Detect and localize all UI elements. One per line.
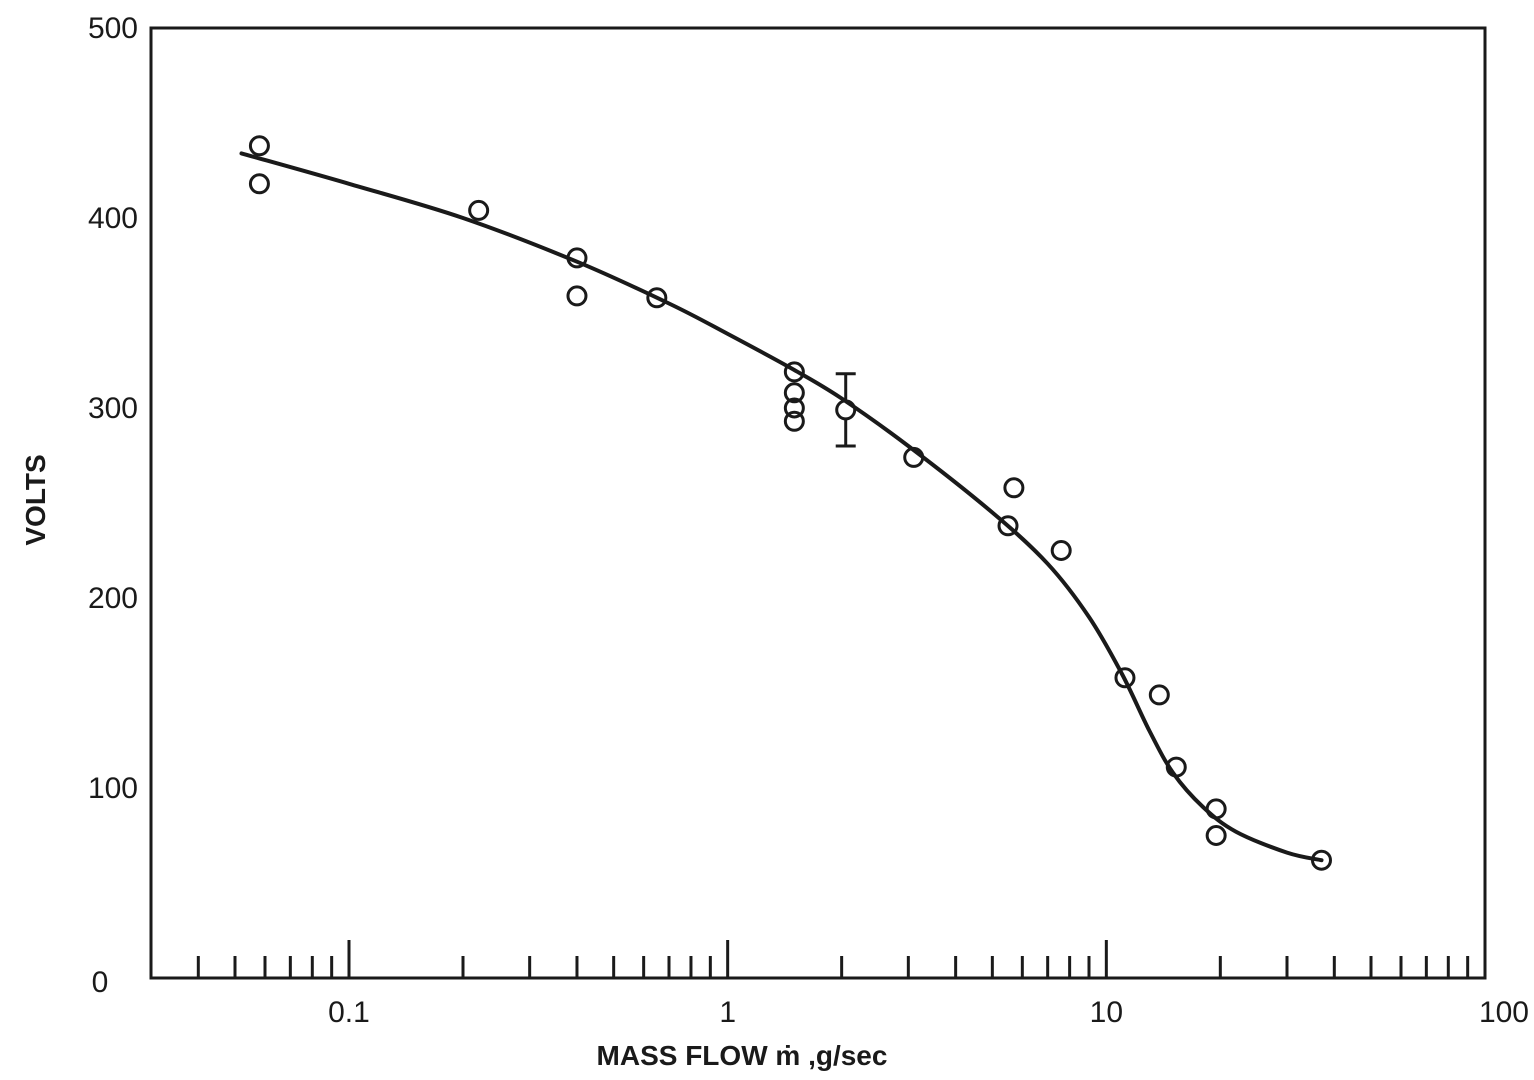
data-point xyxy=(566,285,588,307)
x-tick-label: 100 xyxy=(1479,996,1529,1029)
y-tick-label: 0 xyxy=(92,966,109,999)
data-point xyxy=(997,515,1019,537)
x-tick-labels: 0.1 1 10 100 xyxy=(328,996,1529,1029)
y-tick-label: 200 xyxy=(88,582,138,615)
y-tick-labels: 0 100 200 300 400 500 xyxy=(88,12,138,999)
data-point xyxy=(1003,477,1025,499)
data-point xyxy=(1148,684,1170,706)
y-tick-label: 100 xyxy=(88,772,138,805)
x-tick-label: 10 xyxy=(1090,996,1123,1029)
data-point xyxy=(783,382,805,404)
x-tick-label: 0.1 xyxy=(328,996,370,1029)
data-point xyxy=(783,410,805,432)
error-bars xyxy=(835,372,856,448)
data-point xyxy=(248,173,270,195)
plot-frame xyxy=(149,26,1487,980)
data-points xyxy=(248,135,1332,871)
x-minor-ticks xyxy=(196,956,1470,978)
data-point xyxy=(835,399,857,421)
x-axis-title: MASS FLOW ṁ ,g/sec xyxy=(597,1040,888,1071)
y-axis-title: VOLTS xyxy=(20,454,51,545)
data-point xyxy=(1310,849,1332,871)
data-point xyxy=(1165,756,1187,778)
y-tick-label: 500 xyxy=(88,12,138,45)
data-point xyxy=(903,446,925,468)
data-point xyxy=(783,361,805,383)
data-point xyxy=(1050,540,1072,561)
data-point xyxy=(566,247,588,269)
data-point xyxy=(1205,825,1227,846)
y-tick-label: 400 xyxy=(88,202,138,235)
fit-curve xyxy=(239,151,1324,863)
x-major-ticks xyxy=(347,940,1108,978)
data-point xyxy=(783,397,805,419)
data-point xyxy=(1114,667,1136,689)
data-point xyxy=(468,199,490,221)
data-point xyxy=(646,287,668,309)
data-point xyxy=(1205,798,1227,820)
data-point xyxy=(248,135,270,157)
x-tick-label: 1 xyxy=(719,996,736,1029)
y-tick-label: 300 xyxy=(88,392,138,425)
